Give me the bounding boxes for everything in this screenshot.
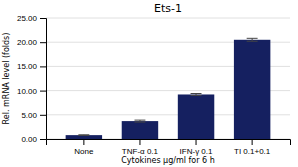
y-tick-mark <box>40 66 46 67</box>
x-tick: TI 0.1+0.1 <box>234 139 271 156</box>
x-tick-label: None <box>74 147 94 156</box>
x-axis-title: Cytokines μg/ml for 6 h <box>121 156 215 165</box>
x-tick-label: TI 0.1+0.1 <box>234 147 271 156</box>
y-tick: 15.00 <box>17 62 46 71</box>
x-tick-mark <box>252 139 253 145</box>
y-tick-mark <box>40 115 46 116</box>
y-tick-label: 15.00 <box>17 62 38 71</box>
y-tick-label: 10.00 <box>17 87 38 96</box>
grid-line <box>46 18 290 19</box>
y-tick: 0.00 <box>21 135 46 144</box>
bar <box>122 121 158 139</box>
bar <box>234 40 270 139</box>
x-tick-mark <box>83 139 84 145</box>
y-tick: 20.00 <box>17 38 46 47</box>
x-tick: None <box>74 139 94 156</box>
chart: 0.00 5.00 10.00 15.00 20.00 25.00 None TNF-α 0.… <box>0 0 298 167</box>
y-tick-label: 5.00 <box>21 111 37 120</box>
y-tick-mark <box>40 139 46 140</box>
error-bar <box>191 94 202 96</box>
y-axis: 0.00 5.00 10.00 15.00 20.00 25.00 <box>17 14 47 144</box>
y-tick-mark <box>40 18 46 19</box>
y-tick: 25.00 <box>17 14 46 23</box>
plot-area: 0.00 5.00 10.00 15.00 20.00 25.00 None TNF-α 0.… <box>17 14 291 156</box>
error-bar <box>134 120 145 122</box>
y-axis-line <box>40 19 47 140</box>
x-tick-mark <box>139 139 140 145</box>
y-tick-label: 25.00 <box>17 14 38 23</box>
error-bar <box>78 134 89 136</box>
y-tick-mark <box>40 42 46 43</box>
bar <box>66 135 102 139</box>
x-tick: IFN-γ 0.1 <box>180 139 213 156</box>
y-tick: 5.00 <box>21 111 46 120</box>
x-tick: TNF-α 0.1 <box>122 139 159 156</box>
x-tick-mark <box>196 139 197 145</box>
marks <box>66 38 271 139</box>
grid <box>46 18 290 139</box>
x-tick-label: IFN-γ 0.1 <box>180 147 213 156</box>
title: Ets-1 <box>154 2 182 15</box>
x-axis-line <box>47 140 291 146</box>
y-tick-label: 0.00 <box>21 135 37 144</box>
bar <box>178 94 214 139</box>
x-axis: None TNF-α 0.1 IFN-γ 0.1 TI 0.1+0.1 <box>47 139 291 156</box>
y-tick: 10.00 <box>17 87 46 96</box>
y-tick-mark <box>40 91 46 92</box>
y-axis-title: Rel. mRNA level (folds) <box>2 33 11 125</box>
y-tick-label: 20.00 <box>17 38 38 47</box>
x-tick-label: TNF-α 0.1 <box>122 147 159 156</box>
error-bar <box>247 38 258 41</box>
